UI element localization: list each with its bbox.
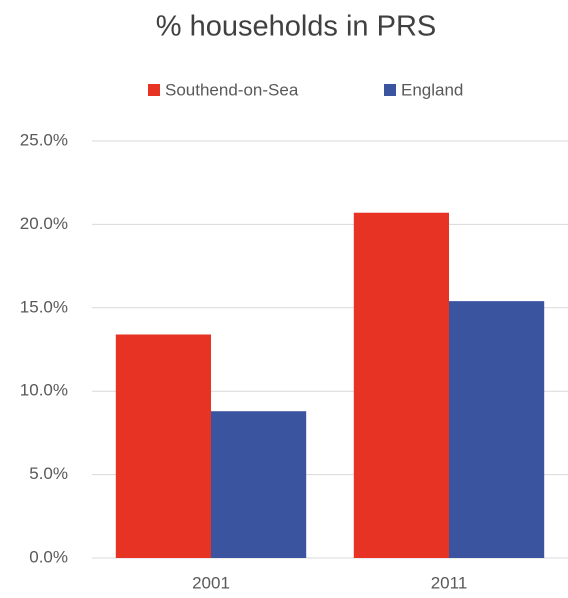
x-tick-label: 2011	[431, 573, 468, 592]
bar	[353, 212, 449, 558]
legend-swatch	[148, 84, 160, 96]
y-tick-label: 5.0%	[29, 464, 68, 483]
y-tick-label: 15.0%	[20, 297, 68, 316]
bar	[449, 301, 545, 558]
bar	[115, 334, 211, 558]
legend-label: Southend-on-Sea	[165, 80, 299, 99]
legend-swatch	[384, 84, 396, 96]
y-tick-label: 0.0%	[29, 547, 68, 566]
chart-title: % households in PRS	[156, 11, 437, 43]
y-tick-label: 25.0%	[20, 130, 68, 149]
y-tick-label: 20.0%	[20, 214, 68, 233]
y-tick-label: 10.0%	[20, 381, 68, 400]
legend-label: England	[401, 80, 463, 99]
bar	[211, 411, 307, 558]
x-tick-label: 2001	[192, 573, 230, 592]
